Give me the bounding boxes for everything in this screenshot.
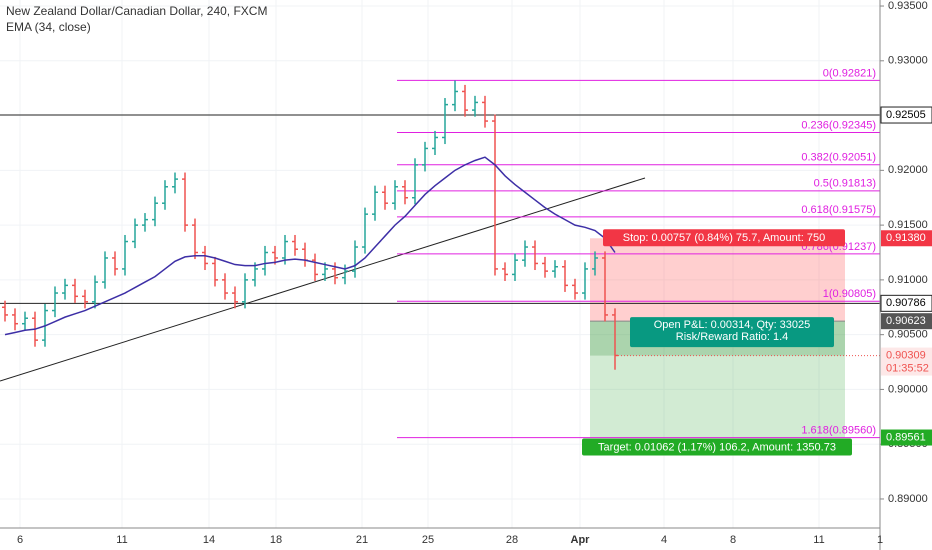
ema-line [4, 156, 616, 336]
target-price-bg [881, 429, 932, 446]
fib-label: 0.5(0.91813) [814, 178, 876, 190]
x-tick-label: 14 [203, 534, 215, 546]
countdown: 01:35:52 [886, 362, 929, 374]
x-tick-label: 25 [422, 534, 434, 546]
y-tick-label: 0.89000 [888, 493, 928, 505]
ratio-label: Risk/Reward Ratio: 1.4 [676, 331, 789, 343]
horizontal-line-price-bg [880, 294, 932, 312]
price-bars [2, 80, 618, 370]
entry-price: 0.90623 [886, 315, 926, 327]
fib-label: 1(0.90805) [823, 288, 876, 300]
x-tick-label: 4 [661, 534, 667, 546]
current-price: 0.90309 [886, 349, 926, 361]
x-tick-label: 11 [116, 534, 127, 546]
fib-label: 0.618(0.91575) [801, 204, 876, 216]
current-price-bg [881, 347, 932, 376]
x-tick-label: 18 [270, 534, 282, 546]
y-tick-label: 0.90500 [888, 329, 928, 341]
y-tick-label: 0.93500 [888, 0, 928, 12]
pnl-label: Open P&L: 0.00314, Qty: 33025 [654, 319, 811, 331]
price-axis: 6 11 14 18 21 25 28 Apr 4 8 11 10.935000.930000.920… [17, 0, 932, 546]
y-tick-label: 0.90000 [888, 383, 928, 395]
stop-price-bg [881, 230, 932, 247]
y-tick-label: 0.91000 [888, 274, 928, 286]
target-price: 0.89561 [886, 431, 926, 443]
drawings [0, 79, 880, 439]
stop-label: Stop: 0.00757 (0.84%) 75.7, Amount: 750 [623, 232, 825, 244]
x-tick-label: 1 [877, 534, 883, 546]
y-tick-label: 0.91500 [888, 219, 928, 231]
x-tick-label: 6 [17, 534, 23, 546]
fib-label: 0.382(0.92051) [801, 152, 876, 164]
x-tick-label: 8 [730, 534, 736, 546]
x-tick-label: 11 [813, 534, 824, 546]
labels: 0(0.92821) 0.236(0.92345) 0.382(0.92051) 0.… [582, 67, 876, 456]
x-tick-label: 28 [506, 534, 518, 546]
fib-label: 0.236(0.92345) [801, 119, 876, 131]
horizontal-line-price-bg [880, 106, 932, 124]
y-tick-label: 0.92000 [888, 164, 928, 176]
target-label-bg [582, 438, 852, 456]
horizontal-line-price: 0.92505 [886, 109, 926, 121]
indicator-label: EMA (34, close) [6, 20, 91, 34]
stop-label-bg [603, 229, 845, 247]
entry-price-bg [881, 313, 932, 330]
x-tick-label: 21 [356, 534, 368, 546]
stop-price: 0.91380 [886, 232, 926, 244]
fib-label: 0(0.92821) [823, 67, 876, 79]
trend-line [0, 177, 646, 382]
x-tick-label: Apr [571, 534, 591, 546]
fib-label: 1.618(0.89560) [801, 425, 876, 437]
stop-zone [590, 238, 845, 322]
horizontal-line-price: 0.90786 [886, 297, 926, 309]
y-tick-label: 0.93000 [888, 55, 928, 67]
pnl-label-bg [630, 317, 834, 348]
target-label: Target: 0.01062 (1.17%) 106.2, Amount: 1… [598, 441, 836, 453]
chart-title: New Zealand Dollar/Canadian Dollar, 240,… [6, 4, 268, 18]
